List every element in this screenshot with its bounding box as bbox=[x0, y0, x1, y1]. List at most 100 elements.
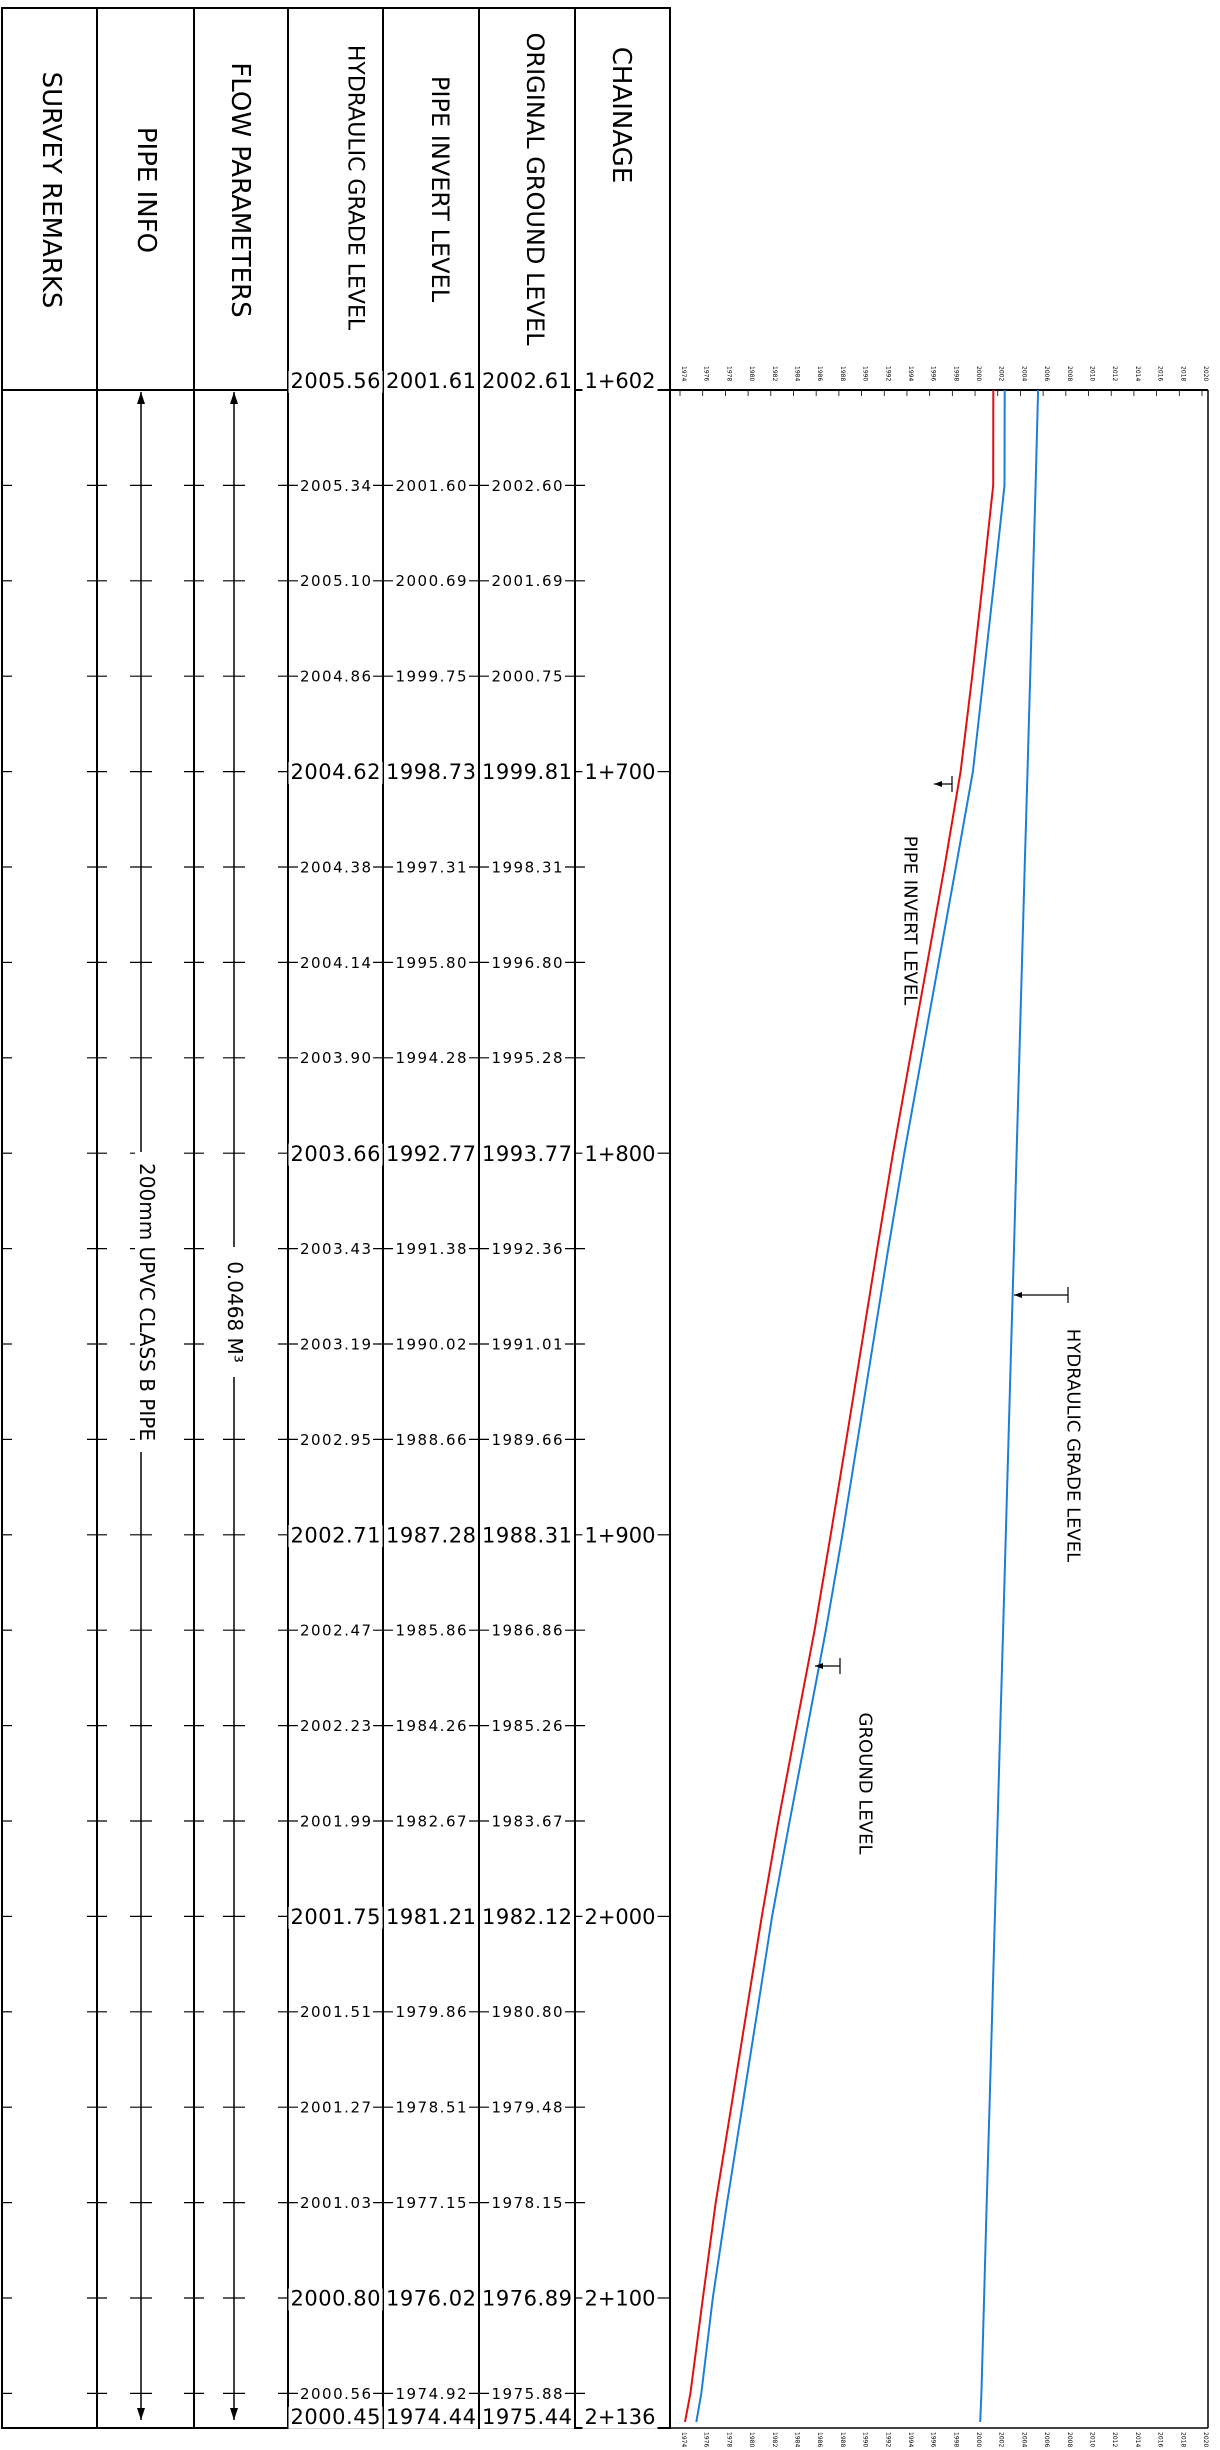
value-mask bbox=[489, 478, 565, 495]
hgl-value: 2004.86 bbox=[300, 668, 371, 686]
axis-tick-label: 2008 bbox=[1066, 366, 1073, 381]
ground-level-value: 1976.89 bbox=[482, 2287, 572, 2311]
ground-level-value: 1993.77 bbox=[482, 1142, 572, 1166]
value-mask bbox=[489, 573, 565, 590]
value-mask bbox=[489, 1050, 565, 1067]
value-mask bbox=[288, 1525, 383, 1548]
value-mask bbox=[393, 1718, 469, 1735]
axis-tick-label: 2006 bbox=[1043, 366, 1050, 381]
invert-annotation-leader-arrowhead bbox=[934, 781, 942, 787]
hgl-value: 2004.62 bbox=[291, 760, 381, 784]
pipe-info-span-line-arrowhead-top bbox=[137, 392, 145, 404]
ground-level-value: 1986.86 bbox=[491, 1622, 562, 1640]
axis-tick-label-bottom: 1990 bbox=[862, 2432, 869, 2447]
axis-tick-label: 1998 bbox=[952, 366, 959, 381]
axis-tick-label: 1990 bbox=[862, 366, 869, 381]
axis-tick-label-bottom: 1980 bbox=[748, 2432, 755, 2447]
hgl-value: 2005.10 bbox=[300, 572, 371, 590]
value-mask bbox=[480, 370, 574, 393]
axis-tick-label: 1986 bbox=[816, 366, 823, 381]
value-mask bbox=[489, 2004, 565, 2021]
ground-level-value: 2001.69 bbox=[491, 572, 562, 590]
ground-level-value: 1983.67 bbox=[491, 1812, 562, 1830]
invert-level-value: 1987.28 bbox=[386, 1523, 476, 1547]
chainage-value: 1+700 bbox=[584, 760, 655, 784]
value-mask bbox=[489, 860, 565, 876]
value-mask bbox=[393, 573, 469, 590]
ground-level-value: 1992.36 bbox=[491, 1240, 562, 1258]
chainage-value: 1+602 bbox=[584, 369, 655, 393]
value-mask bbox=[297, 1718, 374, 1735]
invert-level-value: 1981.21 bbox=[386, 1905, 476, 1929]
ground-level-value: 1979.48 bbox=[491, 2099, 562, 2117]
axis-tick-label-bottom: 1982 bbox=[771, 2432, 778, 2447]
chainage-value: 2+000 bbox=[584, 1905, 655, 1929]
value-mask bbox=[384, 2288, 478, 2311]
axis-tick-label-bottom: 2020 bbox=[1202, 2432, 1209, 2447]
axis-tick-label: 1988 bbox=[839, 366, 846, 381]
axis-tick-label-bottom: 2012 bbox=[1111, 2432, 1118, 2447]
chainage-value: 2+100 bbox=[584, 2287, 655, 2311]
hgl-value: 2005.34 bbox=[300, 477, 371, 495]
value-mask bbox=[297, 2004, 374, 2021]
invert-level-value: 1985.86 bbox=[395, 1622, 466, 1640]
chainage-value: 1+900 bbox=[584, 1523, 655, 1547]
value-mask bbox=[489, 2195, 565, 2212]
header-original-ground-level: ORIGINAL GROUND LEVEL bbox=[521, 32, 549, 346]
chainage-value: 1+800 bbox=[584, 1142, 655, 1166]
value-mask bbox=[393, 669, 469, 686]
axis-tick-label: 2018 bbox=[1179, 366, 1186, 381]
header-pipe-invert-level: PIPE INVERT LEVEL bbox=[426, 75, 454, 303]
ground-level-annotation: GROUND LEVEL bbox=[854, 1712, 876, 1855]
axis-tick-label: 2014 bbox=[1134, 366, 1141, 381]
value-mask bbox=[489, 2100, 565, 2117]
axis-tick-label-bottom: 1988 bbox=[839, 2432, 846, 2447]
hgl-value: 2002.47 bbox=[300, 1622, 371, 1640]
header-hydraulic-grade-level: HYDRAULIC GRADE LEVEL bbox=[342, 44, 368, 331]
flow-span-line-arrowhead-bottom bbox=[230, 2408, 238, 2420]
hgl-value: 2000.56 bbox=[300, 2385, 371, 2403]
axis-tick-label: 1992 bbox=[884, 366, 891, 381]
axis-tick-label-bottom: 1994 bbox=[907, 2432, 914, 2447]
value-mask bbox=[297, 1241, 374, 1258]
value-mask bbox=[582, 2288, 658, 2311]
value-mask bbox=[297, 1814, 374, 1830]
value-mask bbox=[393, 955, 469, 972]
value-mask bbox=[297, 1337, 374, 1353]
axis-tick-label: 2000 bbox=[975, 366, 982, 381]
invert-level-value: 1991.38 bbox=[395, 1240, 466, 1258]
axis-tick-label-bottom: 2002 bbox=[998, 2432, 1005, 2447]
axis-tick-label-bottom: 1974 bbox=[680, 2432, 687, 2447]
invert-level-value: 1976.02 bbox=[386, 2287, 476, 2311]
axis-tick-label-bottom: 1986 bbox=[816, 2432, 823, 2447]
value-mask bbox=[582, 1143, 658, 1166]
hgl-value: 2001.27 bbox=[300, 2099, 371, 2117]
hgl-value: 2004.38 bbox=[300, 858, 371, 876]
axis-tick-label: 1974 bbox=[680, 366, 687, 381]
axis-tick-label-bottom: 1978 bbox=[725, 2432, 732, 2447]
hgl-annotation-leader-arrowhead bbox=[1014, 1292, 1022, 1298]
ground-level-value: 2002.60 bbox=[491, 477, 562, 495]
value-mask bbox=[582, 2406, 658, 2429]
value-mask bbox=[582, 1525, 658, 1548]
value-mask bbox=[489, 2386, 565, 2403]
invert-level-value: 1984.26 bbox=[395, 1717, 466, 1735]
invert-level-value: 1997.31 bbox=[395, 858, 466, 876]
value-mask bbox=[480, 1143, 574, 1166]
value-mask bbox=[489, 1814, 565, 1830]
hgl-value: 2001.03 bbox=[300, 2194, 371, 2212]
header-pipe-info: PIPE INFO bbox=[131, 126, 161, 254]
value-mask bbox=[393, 1623, 469, 1640]
hgl-value: 2002.71 bbox=[291, 1523, 381, 1547]
axis-tick-label-bottom: 2004 bbox=[1020, 2432, 1027, 2447]
header-survey-remarks: SURVEY REMARKS bbox=[36, 71, 66, 309]
hgl-value: 2003.90 bbox=[300, 1049, 371, 1067]
axis-tick-label-bottom: 1992 bbox=[884, 2432, 891, 2447]
profile-plot: 1974 1974 1976 1976 1978 1978 1980 1980 1982 1982… bbox=[679, 366, 1209, 2447]
value-mask bbox=[393, 478, 469, 495]
value-mask bbox=[393, 2004, 469, 2021]
value-mask bbox=[384, 1906, 478, 1929]
pipe-invert-level-annotation: PIPE INVERT LEVEL bbox=[899, 835, 921, 1006]
invert-level-value: 1990.02 bbox=[395, 1335, 466, 1353]
axis-tick-label: 1978 bbox=[725, 366, 732, 381]
